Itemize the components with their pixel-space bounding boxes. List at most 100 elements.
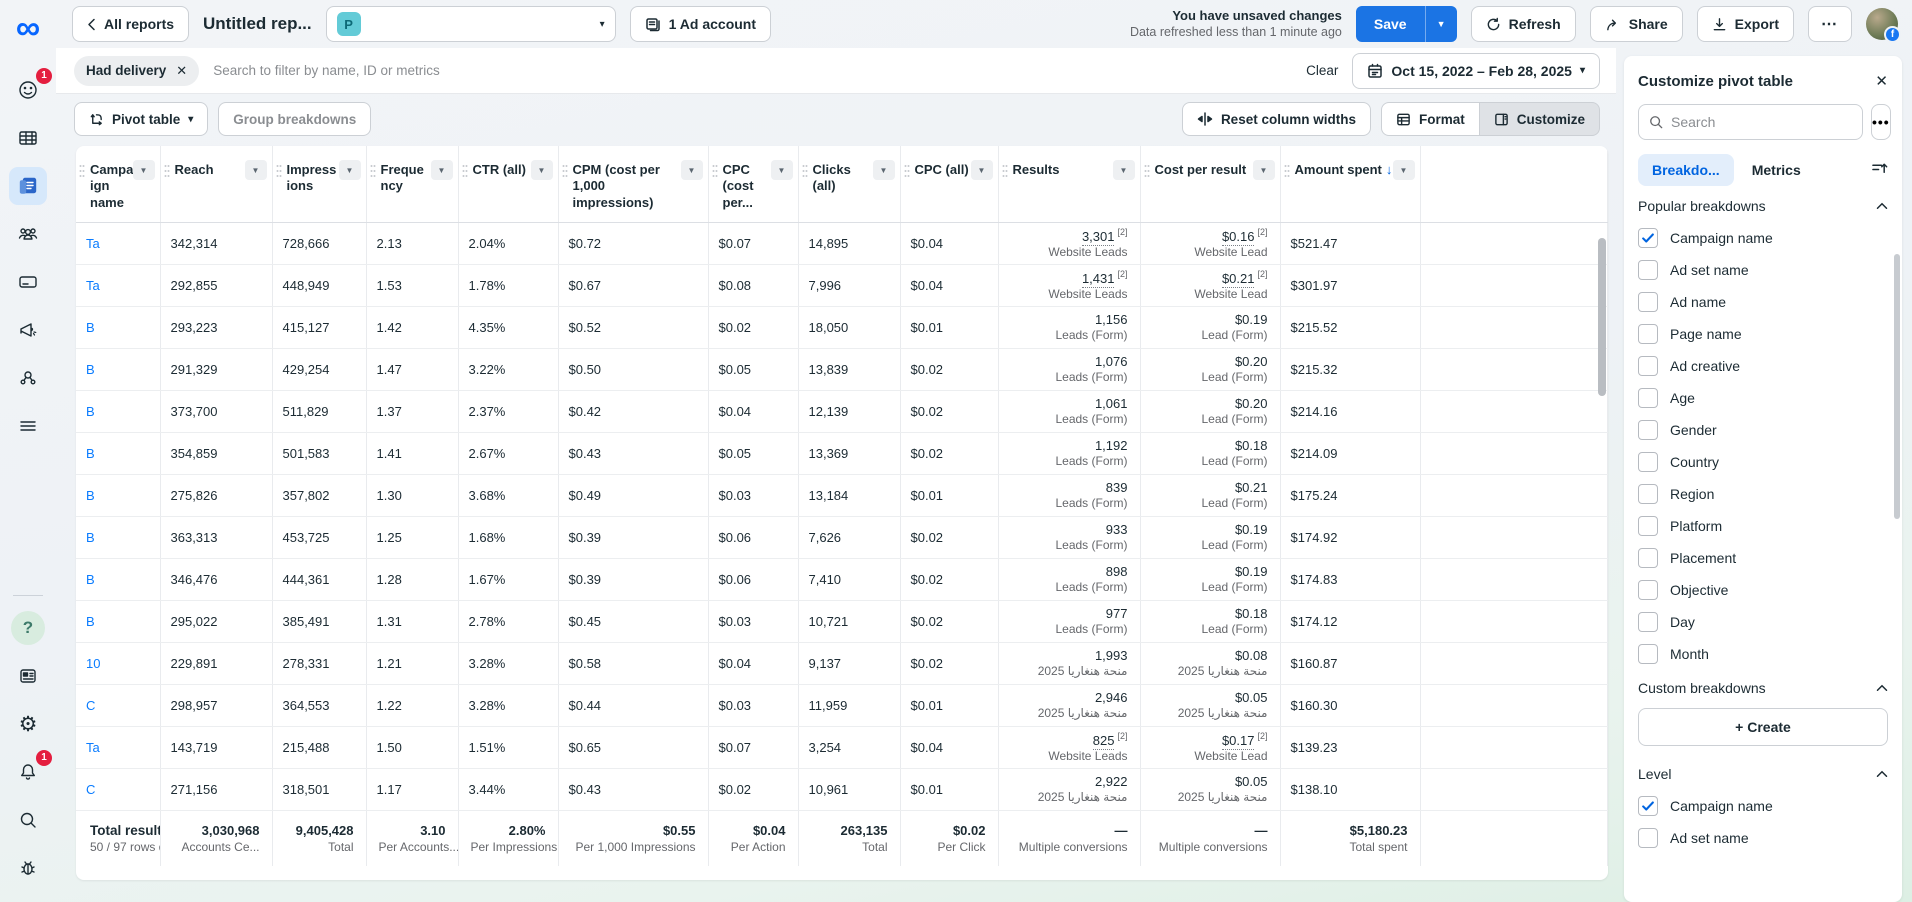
table-row[interactable]: Ta 292,855 448,949 1.53 1.78% $0.67 $0.0… [76,264,1608,306]
format-button[interactable]: Format [1381,102,1480,136]
checkbox[interactable] [1638,516,1658,536]
table-row[interactable]: B 363,313 453,725 1.25 1.68% $0.39 $0.06… [76,516,1608,558]
campaign-name-link[interactable]: B [86,572,95,587]
breakdown-checkbox-item[interactable]: Page name [1638,318,1888,350]
export-button[interactable]: Export [1697,6,1794,42]
filter-search-input[interactable] [213,63,1292,78]
create-breakdown-button[interactable]: + Create [1638,708,1888,746]
checkbox[interactable] [1638,612,1658,632]
breakdown-checkbox-item[interactable]: Placement [1638,542,1888,574]
campaign-name-link[interactable]: Ta [86,278,100,293]
campaign-name-link[interactable]: B [86,320,95,335]
reorder-icon[interactable] [1871,161,1888,179]
table-row[interactable]: B 291,329 429,254 1.47 3.22% $0.50 $0.05… [76,348,1608,390]
breakdown-checkbox-item[interactable]: Ad creative [1638,350,1888,382]
meta-logo[interactable]: ∞ [16,8,40,48]
column-header-reach[interactable]: Reach▼ [160,146,272,222]
assets-icon[interactable] [9,359,47,397]
more-options-button[interactable]: ⋯ [1808,6,1852,42]
refresh-button[interactable]: Refresh [1471,6,1576,42]
checkbox[interactable] [1638,580,1658,600]
column-menu-button[interactable]: ▼ [1253,160,1275,180]
search-rail-icon[interactable] [9,801,47,839]
breakdown-checkbox-item[interactable]: Gender [1638,414,1888,446]
level-header[interactable]: Level [1638,766,1888,782]
ads-reporting-icon[interactable] [9,167,47,205]
checkbox[interactable] [1638,828,1658,848]
drag-handle-icon[interactable] [802,164,808,184]
drag-handle-icon[interactable] [370,164,376,184]
customize-button[interactable]: Customize [1480,102,1600,136]
column-menu-button[interactable]: ▼ [873,160,895,180]
all-tools-icon[interactable] [9,407,47,445]
column-header-cpm[interactable]: CPM (cost per 1,000 impressions)▼ [558,146,708,222]
column-menu-button[interactable]: ▼ [133,160,155,180]
group-breakdowns-button[interactable]: Group breakdowns [218,102,371,136]
breakdown-checkbox-item[interactable]: Ad name [1638,286,1888,318]
campaign-name-link[interactable]: B [86,530,95,545]
column-menu-button[interactable]: ▼ [431,160,453,180]
breakdown-checkbox-item[interactable]: Day [1638,606,1888,638]
breakdown-checkbox-item[interactable]: Platform [1638,510,1888,542]
column-header-results[interactable]: Results▼ [998,146,1140,222]
drag-handle-icon[interactable] [904,164,910,184]
column-menu-button[interactable]: ▼ [245,160,267,180]
campaign-name-link[interactable]: B [86,362,95,377]
filter-chip-had-delivery[interactable]: Had delivery ✕ [74,56,199,86]
drag-handle-icon[interactable] [462,164,468,184]
checkbox[interactable] [1638,324,1658,344]
share-button[interactable]: Share [1590,6,1683,42]
date-range-button[interactable]: Oct 15, 2022 – Feb 28, 2025 ▾ [1352,53,1600,89]
column-header-clicks[interactable]: Clicks (all)▼ [798,146,900,222]
campaign-name-link[interactable]: B [86,488,95,503]
table-row[interactable]: B 293,223 415,127 1.42 4.35% $0.52 $0.02… [76,306,1608,348]
table-row[interactable]: B 373,700 511,829 1.37 2.37% $0.42 $0.04… [76,390,1608,432]
column-menu-button[interactable]: ▼ [339,160,361,180]
bug-report-icon[interactable] [9,849,47,887]
table-row[interactable]: Ta 342,314 728,666 2.13 2.04% $0.72 $0.0… [76,222,1608,264]
custom-breakdowns-header[interactable]: Custom breakdowns [1638,680,1888,696]
column-menu-button[interactable]: ▼ [971,160,993,180]
help-icon[interactable]: ? [9,609,47,647]
column-header-amount-spent[interactable]: Amount spent↓▼ [1280,146,1420,222]
promotions-icon[interactable] [9,311,47,349]
table-vertical-scrollbar[interactable] [1598,238,1606,396]
popular-breakdowns-header[interactable]: Popular breakdowns [1638,198,1888,214]
settings-icon[interactable]: ⚙ [9,705,47,743]
audiences-icon[interactable] [9,215,47,253]
save-options-button[interactable]: ▼ [1425,6,1457,42]
panel-search-input[interactable] [1671,114,1852,130]
table-row[interactable]: Ta 143,719 215,488 1.50 1.51% $0.65 $0.0… [76,726,1608,768]
checkbox[interactable] [1638,228,1658,248]
close-panel-icon[interactable]: ✕ [1875,72,1888,90]
checkbox[interactable] [1638,484,1658,504]
table-row[interactable]: B 295,022 385,491 1.31 2.78% $0.45 $0.03… [76,600,1608,642]
table-row[interactable]: C 271,156 318,501 1.17 3.44% $0.43 $0.02… [76,768,1608,810]
checkbox[interactable] [1638,644,1658,664]
remove-filter-icon[interactable]: ✕ [176,63,187,79]
campaigns-icon[interactable] [9,119,47,157]
checkbox[interactable] [1638,388,1658,408]
breakdown-checkbox-item[interactable]: Campaign name [1638,222,1888,254]
drag-handle-icon[interactable] [164,164,170,184]
column-header-cpc-cost-per[interactable]: CPC (cost per...▼ [708,146,798,222]
checkbox[interactable] [1638,452,1658,472]
table-row[interactable]: B 275,826 357,802 1.30 3.68% $0.49 $0.03… [76,474,1608,516]
drag-handle-icon[interactable] [1002,164,1008,184]
ad-account-button[interactable]: 1 Ad account [630,6,771,42]
breakdown-checkbox-item[interactable]: Objective [1638,574,1888,606]
checkbox[interactable] [1638,356,1658,376]
drag-handle-icon[interactable] [1144,164,1150,184]
column-menu-button[interactable]: ▼ [531,160,553,180]
column-header-cost-per-result[interactable]: Cost per result▼ [1140,146,1280,222]
drag-handle-icon[interactable] [79,164,85,184]
user-avatar[interactable]: f [1866,8,1898,40]
save-button[interactable]: Save [1356,6,1425,42]
table-row[interactable]: B 354,859 501,583 1.41 2.67% $0.43 $0.05… [76,432,1608,474]
billing-icon[interactable] [9,263,47,301]
checkbox[interactable] [1638,796,1658,816]
checkbox[interactable] [1638,292,1658,312]
column-menu-button[interactable]: ▼ [681,160,703,180]
panel-more-button[interactable]: ••• [1871,104,1891,140]
table-row[interactable]: B 346,476 444,361 1.28 1.67% $0.39 $0.06… [76,558,1608,600]
